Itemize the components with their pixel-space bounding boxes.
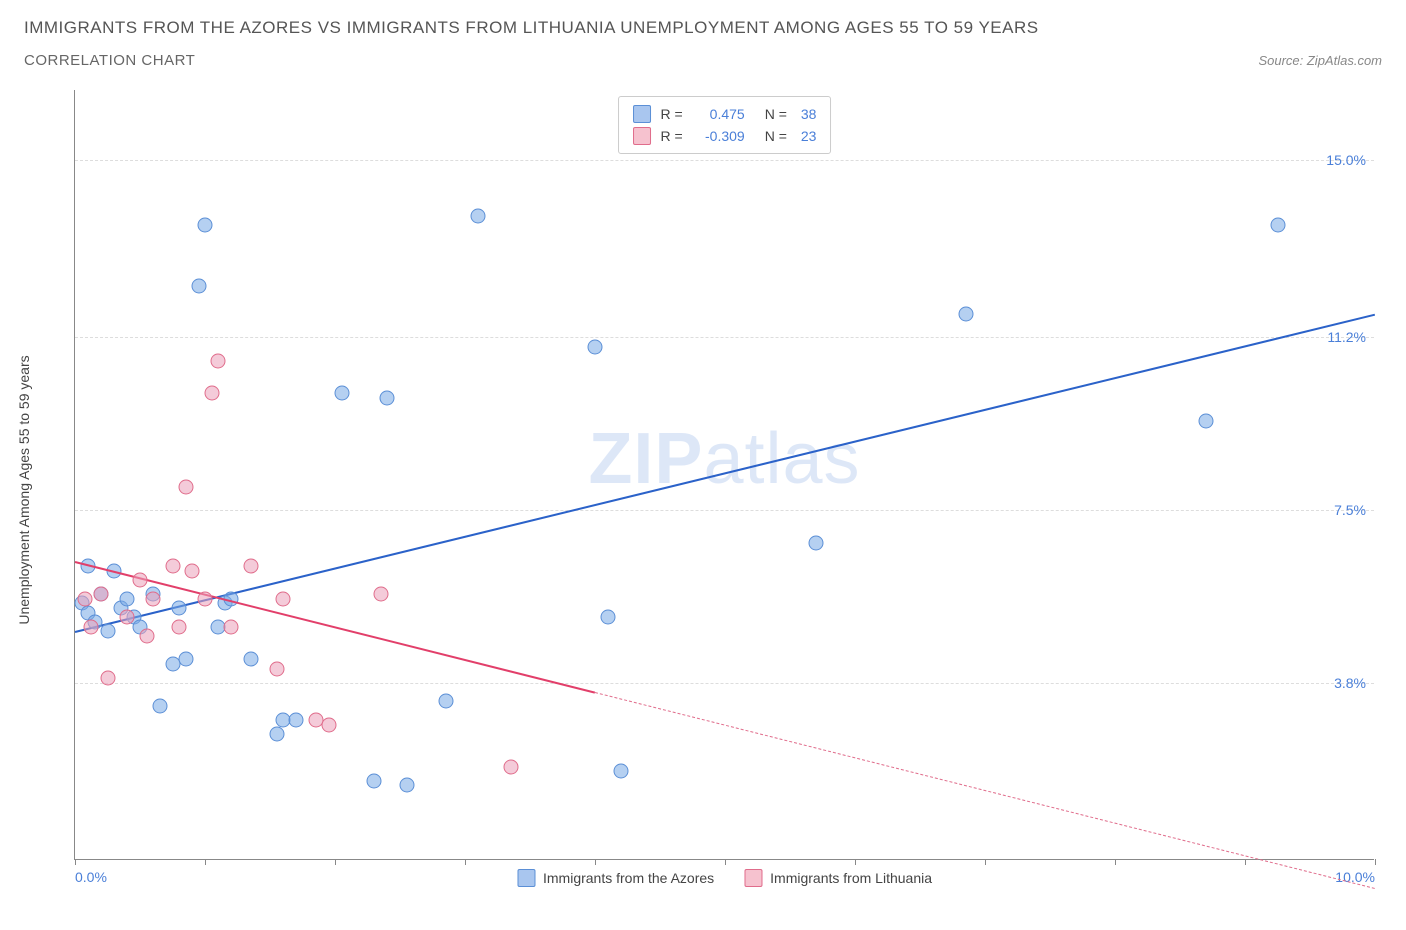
- legend-label: Immigrants from the Azores: [543, 870, 714, 886]
- legend-row-lithuania: R = -0.309 N = 23: [633, 125, 817, 147]
- swatch-icon: [744, 869, 762, 887]
- r-label: R =: [661, 128, 683, 144]
- data-point-azores: [178, 652, 193, 667]
- data-point-lithuania: [373, 587, 388, 602]
- gridline: [75, 683, 1374, 684]
- correlation-chart: Unemployment Among Ages 55 to 59 years Z…: [24, 90, 1382, 890]
- page-subtitle: CORRELATION CHART: [24, 52, 195, 69]
- x-tick: [855, 859, 856, 865]
- swatch-icon: [517, 869, 535, 887]
- data-point-azores: [367, 773, 382, 788]
- legend-row-azores: R = 0.475 N = 38: [633, 103, 817, 125]
- data-point-lithuania: [83, 619, 98, 634]
- x-tick: [205, 859, 206, 865]
- x-tick: [465, 859, 466, 865]
- data-point-lithuania: [243, 559, 258, 574]
- swatch-icon: [633, 105, 651, 123]
- data-point-azores: [172, 601, 187, 616]
- x-tick: [1115, 859, 1116, 865]
- data-point-lithuania: [276, 591, 291, 606]
- x-tick-label: 0.0%: [75, 869, 107, 885]
- data-point-azores: [243, 652, 258, 667]
- data-point-lithuania: [211, 353, 226, 368]
- data-point-azores: [588, 339, 603, 354]
- r-value: 0.475: [697, 106, 745, 122]
- data-point-lithuania: [503, 759, 518, 774]
- legend-series: Immigrants from the Azores Immigrants fr…: [517, 869, 932, 887]
- data-point-azores: [1199, 414, 1214, 429]
- data-point-azores: [191, 279, 206, 294]
- x-tick: [725, 859, 726, 865]
- n-value: 38: [801, 106, 817, 122]
- data-point-azores: [471, 209, 486, 224]
- source-attribution: Source: ZipAtlas.com: [1258, 53, 1382, 68]
- gridline: [75, 337, 1374, 338]
- data-point-azores: [334, 386, 349, 401]
- legend-item-lithuania: Immigrants from Lithuania: [744, 869, 932, 887]
- data-point-azores: [614, 764, 629, 779]
- watermark: ZIPatlas: [588, 418, 860, 500]
- r-label: R =: [661, 106, 683, 122]
- data-point-lithuania: [133, 573, 148, 588]
- data-point-azores: [380, 391, 395, 406]
- data-point-lithuania: [165, 559, 180, 574]
- gridline: [75, 510, 1374, 511]
- data-point-azores: [120, 591, 135, 606]
- y-tick-label: 3.8%: [1334, 675, 1366, 691]
- n-value: 23: [801, 128, 817, 144]
- data-point-azores: [1270, 218, 1285, 233]
- x-tick: [75, 859, 76, 865]
- legend-stats: R = 0.475 N = 38 R = -0.309 N = 23: [618, 96, 832, 154]
- legend-item-azores: Immigrants from the Azores: [517, 869, 714, 887]
- data-point-azores: [809, 535, 824, 550]
- data-point-lithuania: [321, 717, 336, 732]
- legend-label: Immigrants from Lithuania: [770, 870, 932, 886]
- data-point-lithuania: [172, 619, 187, 634]
- data-point-azores: [198, 218, 213, 233]
- data-point-azores: [269, 727, 284, 742]
- data-point-azores: [152, 699, 167, 714]
- y-tick-label: 7.5%: [1334, 502, 1366, 518]
- data-point-lithuania: [269, 661, 284, 676]
- data-point-azores: [601, 610, 616, 625]
- data-point-lithuania: [185, 563, 200, 578]
- data-point-azores: [438, 694, 453, 709]
- x-tick: [335, 859, 336, 865]
- y-tick-label: 15.0%: [1326, 152, 1366, 168]
- data-point-lithuania: [100, 671, 115, 686]
- data-point-lithuania: [146, 591, 161, 606]
- x-tick: [1375, 859, 1376, 865]
- r-value: -0.309: [697, 128, 745, 144]
- x-tick: [985, 859, 986, 865]
- data-point-lithuania: [224, 619, 239, 634]
- n-label: N =: [765, 106, 787, 122]
- page-title: IMMIGRANTS FROM THE AZORES VS IMMIGRANTS…: [24, 18, 1382, 38]
- data-point-lithuania: [78, 591, 93, 606]
- data-point-lithuania: [198, 591, 213, 606]
- data-point-azores: [289, 713, 304, 728]
- swatch-icon: [633, 127, 651, 145]
- data-point-lithuania: [120, 610, 135, 625]
- y-tick-label: 11.2%: [1327, 329, 1366, 345]
- n-label: N =: [765, 128, 787, 144]
- trend-line: [75, 314, 1375, 633]
- plot-area: ZIPatlas R = 0.475 N = 38 R = -0.309 N =…: [74, 90, 1374, 860]
- data-point-lithuania: [178, 479, 193, 494]
- x-tick: [595, 859, 596, 865]
- gridline: [75, 160, 1374, 161]
- x-tick: [1245, 859, 1246, 865]
- data-point-azores: [399, 778, 414, 793]
- data-point-lithuania: [204, 386, 219, 401]
- data-point-azores: [100, 624, 115, 639]
- data-point-lithuania: [94, 587, 109, 602]
- trend-line: [75, 561, 595, 694]
- data-point-lithuania: [139, 629, 154, 644]
- y-axis-label: Unemployment Among Ages 55 to 59 years: [16, 355, 32, 624]
- data-point-azores: [958, 307, 973, 322]
